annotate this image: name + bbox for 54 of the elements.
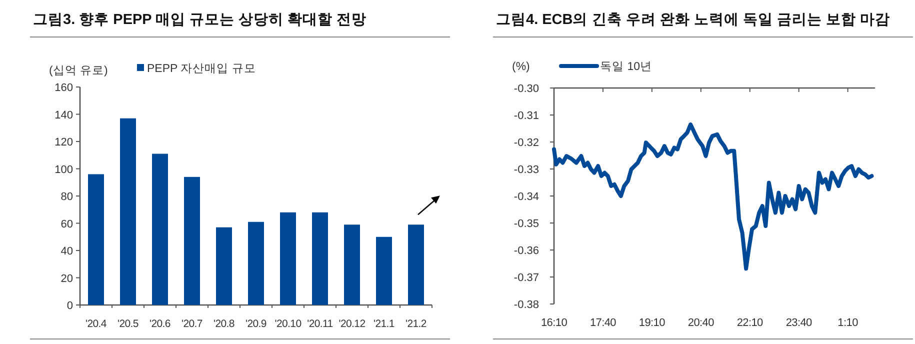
y-tick-label: 80 xyxy=(60,191,73,203)
x-tick-label: 20:40 xyxy=(688,317,714,329)
bar xyxy=(408,224,424,305)
y-tick-label: -0.34 xyxy=(514,191,539,203)
x-tick-label: '20.11 xyxy=(307,318,334,330)
y-tick-label: 140 xyxy=(54,109,73,122)
legend-label: 독일 10년 xyxy=(600,61,652,73)
y-tick-label: 20 xyxy=(60,272,73,285)
x-tick-label: '20.6 xyxy=(150,318,171,330)
bar xyxy=(344,224,360,305)
y-axis-title: (십억 유로) xyxy=(49,65,108,77)
x-tick-label: '21.2 xyxy=(406,318,427,330)
x-tick-label: '20.4 xyxy=(86,318,107,330)
bar xyxy=(280,212,296,305)
y-tick-label: -0.32 xyxy=(514,137,539,149)
y-tick-label: -0.31 xyxy=(514,110,539,122)
x-tick-label: 17:40 xyxy=(590,317,616,329)
bar xyxy=(184,176,200,305)
bar xyxy=(376,236,392,305)
y-tick-label: -0.30 xyxy=(514,83,539,95)
y-axis-title: (%) xyxy=(512,61,530,73)
x-tick-label: '20.12 xyxy=(338,318,366,330)
legend-label: PEPP 자산매입 규모 xyxy=(147,63,256,75)
y-tick-label: -0.38 xyxy=(514,299,539,311)
x-tick-label: 22:10 xyxy=(736,317,764,329)
y-tick-label: -0.36 xyxy=(514,245,539,257)
bar xyxy=(152,154,168,305)
x-tick-label: '20.7 xyxy=(182,318,203,330)
y-tick-label: 100 xyxy=(54,164,73,176)
chart-title: 그림4. ECB의 긴축 우려 완화 노력에 독일 금리는 보합 마감 xyxy=(496,12,890,28)
x-tick-label: '20.9 xyxy=(246,318,267,330)
x-tick-label: 16:10 xyxy=(540,317,568,329)
bar xyxy=(120,118,136,305)
y-tick-label: 120 xyxy=(54,136,73,148)
x-tick-label: 23:40 xyxy=(786,317,812,329)
bar xyxy=(216,227,232,305)
y-tick-label: 40 xyxy=(60,246,73,258)
y-tick-label: 0 xyxy=(66,300,73,312)
bar xyxy=(312,212,328,305)
y-tick-label: -0.37 xyxy=(514,272,539,284)
y-tick-label: -0.33 xyxy=(514,164,539,176)
x-tick-label: '20.10 xyxy=(274,318,302,330)
x-tick-label: '20.8 xyxy=(214,318,235,330)
x-tick-label: 19:10 xyxy=(638,317,666,329)
y-tick-label: 160 xyxy=(54,82,73,94)
x-tick-label: 1:10 xyxy=(838,317,858,329)
x-tick-label: '21.1 xyxy=(374,318,395,330)
line-series xyxy=(552,122,874,271)
bar xyxy=(248,222,264,305)
x-tick-label: '20.5 xyxy=(118,318,139,330)
chart-title: 그림3. 향후 PEPP 매입 규모는 상당히 확대할 전망 xyxy=(33,12,367,28)
bar xyxy=(88,174,104,305)
y-tick-label: 60 xyxy=(60,218,73,230)
y-tick-label: -0.35 xyxy=(514,218,539,230)
